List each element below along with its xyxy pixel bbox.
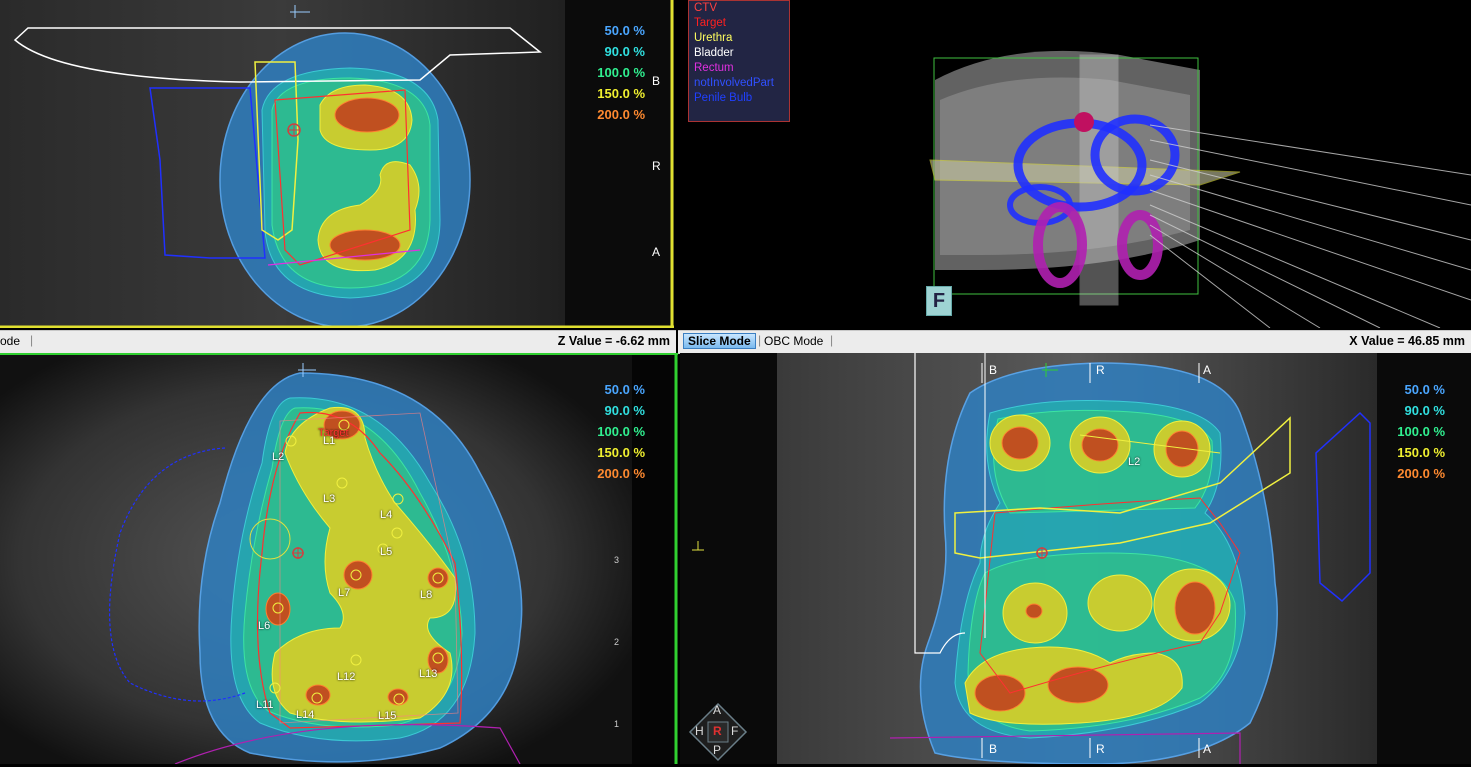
ruler-tick-2: 2 (614, 637, 620, 647)
label-l6: L6 (258, 620, 271, 632)
isodose-50-label: 50.0 % (604, 382, 645, 397)
top-left-isodose-legend: 50.0 % 90.0 % 100.0 % 150.0 % 200.0 % (585, 20, 645, 125)
legend-rectum: Rectum (694, 62, 734, 74)
isodose-90-label: 90.0 % (604, 44, 645, 59)
label-l3: L3 (323, 493, 336, 505)
orient-r-bottom: R (1096, 742, 1105, 756)
legend-target: Target (694, 17, 726, 29)
orient-a-top: A (1203, 363, 1212, 377)
bottom-left-isodose-legend: 50.0 % 90.0 % 100.0 % 150.0 % 200.0 % (585, 379, 645, 484)
isodose-150-label: 150.0 % (1397, 445, 1445, 460)
isodose-200-label: 200.0 % (597, 107, 645, 122)
x-value-readout: X Value = 46.85 mm (1349, 334, 1465, 348)
top-left-viewport[interactable]: 50.0 % 90.0 % 100.0 % 150.0 % 200.0 % B … (0, 0, 674, 328)
label-l13: L13 (419, 668, 438, 680)
compass-diamond-icon (688, 702, 748, 762)
orientation-cube-icon[interactable]: F (926, 286, 952, 316)
view-navigation-compass[interactable]: A H R F P (688, 702, 748, 762)
label-l5: L5 (380, 546, 393, 558)
label-l14: L14 (296, 709, 315, 721)
bottom-left-viewport[interactable]: 50.0 % 90.0 % 100.0 % 150.0 % 200.0 % Ta… (0, 353, 678, 764)
compass-p-button[interactable]: P (713, 743, 722, 757)
label-l11: L11 (256, 699, 274, 711)
orient-b-label: B (652, 74, 661, 88)
right-status-bar: Slice Mode | OBC Mode | X Value = 46.85 … (678, 330, 1471, 354)
isodose-90-label: 90.0 % (604, 403, 645, 418)
isodose-50-label: 50.0 % (604, 23, 645, 38)
isodose-100-label: 100.0 % (1397, 424, 1445, 439)
ruler-tick-1: 1 (614, 719, 620, 729)
orient-r-label: R (652, 159, 661, 173)
label-l2-sagittal: L2 (1128, 456, 1141, 468)
isodose-100-label: 100.0 % (597, 424, 645, 439)
orient-a-bottom: A (1203, 742, 1212, 756)
mode-fragment[interactable]: ode (0, 334, 21, 348)
bottom-right-isodose-legend: 50.0 % 90.0 % 100.0 % 150.0 % 200.0 % (1385, 379, 1445, 484)
orient-b-top: B (989, 363, 998, 377)
isodose-50-label: 50.0 % (1404, 382, 1445, 397)
orient-b-bottom: B (989, 742, 998, 756)
label-l7: L7 (338, 587, 351, 599)
label-l2: L2 (272, 451, 285, 463)
compass-f-button[interactable]: F (731, 724, 739, 738)
legend-bladder: Bladder (694, 47, 734, 59)
left-status-bar: ode | Z Value = -6.62 mm (0, 330, 676, 354)
top-left-dose-svg (0, 0, 674, 328)
legend-urethra: Urethra (694, 32, 733, 44)
label-target: Target (318, 427, 349, 439)
orient-a-label: A (652, 245, 661, 259)
3d-structure-legend: CTV Target Urethra Bladder Rectum notInv… (688, 0, 790, 122)
isodose-200-label: 200.0 % (597, 466, 645, 481)
bottom-right-viewport[interactable]: 50.0 % 90.0 % 100.0 % 150.0 % 200.0 % B … (680, 353, 1471, 764)
compass-a-button[interactable]: A (713, 703, 722, 717)
slice-mode-tab[interactable]: Slice Mode (683, 333, 756, 349)
bottom-right-dose-svg (692, 353, 1377, 764)
top-right-3d-viewport[interactable] (680, 0, 1471, 328)
isodose-150-label: 150.0 % (597, 445, 645, 460)
ruler-tick-3: 3 (614, 555, 620, 565)
isodose-200-label: 200.0 % (1397, 466, 1445, 481)
label-l1: L1 (323, 435, 336, 447)
isodose-100-label: 100.0 % (597, 65, 645, 80)
legend-penile-bulb: Penile Bulb (694, 92, 753, 104)
isodose-90-label: 90.0 % (1404, 403, 1445, 418)
label-l4: L4 (380, 509, 393, 521)
isodose-150-label: 150.0 % (597, 86, 645, 101)
legend-notinvolvedpart: notInvolvedPart (694, 77, 774, 89)
label-l15: L15 (378, 710, 397, 722)
compass-r-button[interactable]: R (713, 724, 722, 738)
obc-mode-tab[interactable]: OBC Mode (764, 334, 824, 348)
label-l8: L8 (420, 589, 433, 601)
legend-ctv: CTV (694, 2, 717, 14)
3d-render-svg (929, 50, 1471, 328)
z-value-readout: Z Value = -6.62 mm (557, 334, 670, 348)
compass-h-button[interactable]: H (695, 724, 704, 738)
bottom-left-dose-svg (0, 353, 678, 764)
label-l12: L12 (337, 671, 356, 683)
orient-r-top: R (1096, 363, 1105, 377)
